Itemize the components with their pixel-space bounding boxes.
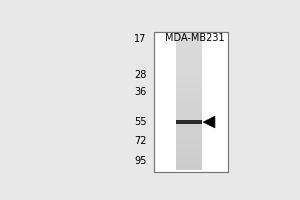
Bar <box>176 42 202 45</box>
Bar <box>176 154 202 157</box>
Bar <box>176 141 202 143</box>
Bar <box>176 127 202 129</box>
Bar <box>176 40 202 42</box>
Bar <box>176 79 202 81</box>
Bar <box>154 32 228 172</box>
Bar <box>176 33 202 36</box>
Text: 28: 28 <box>134 70 147 80</box>
Bar <box>176 36 202 38</box>
Bar <box>176 166 202 168</box>
Bar <box>176 136 202 138</box>
Bar <box>176 38 202 40</box>
Bar <box>154 32 228 172</box>
Text: 36: 36 <box>134 87 147 97</box>
Bar <box>176 88 202 90</box>
Text: MDA-MB231: MDA-MB231 <box>165 33 224 43</box>
Bar <box>176 138 202 141</box>
Bar <box>176 70 202 72</box>
Bar <box>176 159 202 161</box>
Bar <box>176 118 202 120</box>
Bar <box>176 90 202 93</box>
Text: 95: 95 <box>134 156 147 166</box>
Bar <box>176 95 202 97</box>
Bar <box>176 111 202 113</box>
Bar <box>176 147 202 150</box>
Polygon shape <box>203 116 215 128</box>
Bar <box>176 106 202 109</box>
Bar <box>176 102 202 104</box>
Bar <box>176 152 202 154</box>
Bar <box>176 58 202 61</box>
Bar <box>176 93 202 95</box>
Bar <box>176 77 202 79</box>
Bar <box>176 150 202 152</box>
Bar <box>176 115 202 118</box>
Bar <box>176 72 202 74</box>
Text: 55: 55 <box>134 117 147 127</box>
Bar <box>176 168 202 170</box>
Bar <box>176 83 202 86</box>
Bar <box>176 97 202 99</box>
Bar <box>176 113 202 115</box>
Bar <box>176 47 202 49</box>
Bar <box>176 109 202 111</box>
Bar <box>176 65 202 68</box>
Bar <box>176 33 202 170</box>
Bar <box>176 129 202 131</box>
Bar <box>176 120 202 124</box>
Bar <box>176 74 202 77</box>
Bar <box>176 122 202 125</box>
Bar <box>176 161 202 163</box>
Bar <box>176 99 202 102</box>
Bar <box>176 52 202 54</box>
Bar <box>176 86 202 88</box>
Bar <box>176 157 202 159</box>
Bar <box>176 163 202 166</box>
Text: 72: 72 <box>134 136 147 146</box>
Bar <box>176 45 202 47</box>
Bar <box>176 81 202 83</box>
Bar <box>176 131 202 134</box>
Bar <box>176 125 202 127</box>
Bar <box>176 104 202 106</box>
Bar <box>176 120 202 122</box>
Bar <box>176 63 202 65</box>
Bar <box>176 54 202 56</box>
Bar <box>176 145 202 147</box>
Bar <box>176 56 202 58</box>
Bar <box>176 134 202 136</box>
Bar <box>176 68 202 70</box>
Bar <box>176 49 202 52</box>
Bar <box>176 143 202 145</box>
Bar <box>176 61 202 63</box>
Text: 17: 17 <box>134 34 147 44</box>
